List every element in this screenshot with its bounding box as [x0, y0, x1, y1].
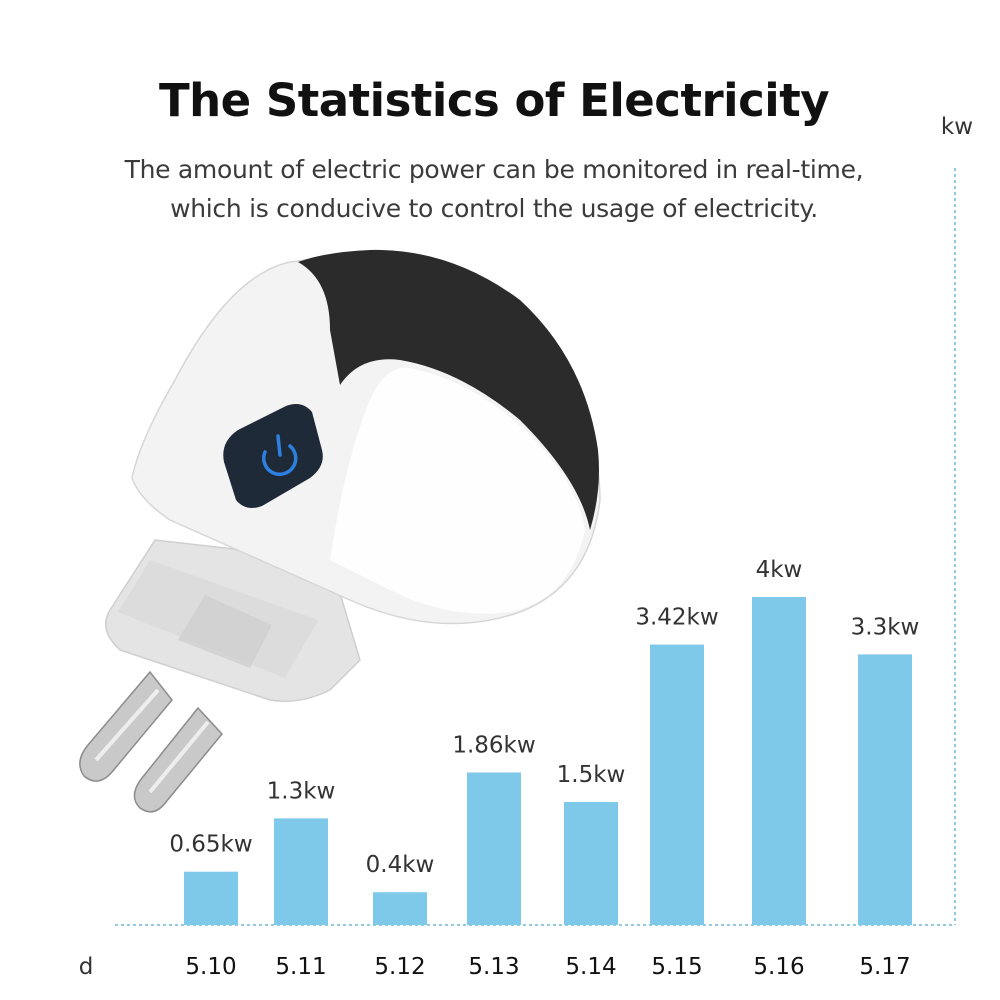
bar-5.17 [858, 654, 912, 925]
subtitle-line-2: which is conducive to control the usage … [170, 194, 818, 223]
data-label-5.14: 1.5kw [557, 762, 626, 788]
x-tick-5.14: 5.14 [565, 954, 616, 980]
x-tick-5.15: 5.15 [651, 954, 702, 980]
x-tick-5.11: 5.11 [275, 954, 326, 980]
data-label-5.15: 3.42kw [635, 605, 718, 631]
data-label-5.10: 0.65kw [169, 832, 252, 858]
data-label-5.17: 3.3kw [851, 614, 920, 640]
x-tick-5.10: 5.10 [185, 954, 236, 980]
bar-5.12 [373, 892, 427, 925]
bar-5.11 [274, 818, 328, 925]
smart-plug-illustration [79, 249, 601, 813]
bar-5.16 [752, 597, 806, 925]
x-tick-5.13: 5.13 [468, 954, 519, 980]
y-axis-title: kw [941, 114, 973, 140]
power-button-icon [223, 404, 323, 508]
data-label-5.11: 1.3kw [267, 778, 336, 804]
plug-pins [79, 670, 223, 813]
data-labels: 0.65kw 1.3kw 0.4kw 1.86kw 1.5kw 3.42kw 4kw 3.3k… [169, 557, 919, 878]
page-title: The Statistics of Electricity [158, 74, 830, 127]
x-tick-5.16: 5.16 [753, 954, 804, 980]
data-label-5.16: 4kw [756, 557, 803, 583]
subtitle-line-1: The amount of electric power can be moni… [124, 155, 864, 184]
data-label-5.13: 1.86kw [452, 732, 535, 758]
bar-5.14 [564, 802, 618, 925]
bar-5.10 [184, 871, 238, 925]
data-label-5.12: 0.4kw [366, 852, 435, 878]
x-tick-5.17: 5.17 [859, 954, 910, 980]
bar-series [184, 597, 912, 925]
bar-5.15 [650, 644, 704, 925]
x-tick-labels: 5.10 5.11 5.12 5.13 5.14 5.15 5.16 5.17 [185, 954, 910, 980]
x-tick-5.12: 5.12 [374, 954, 425, 980]
x-axis-title: d [79, 954, 94, 980]
bar-5.13 [467, 772, 521, 925]
